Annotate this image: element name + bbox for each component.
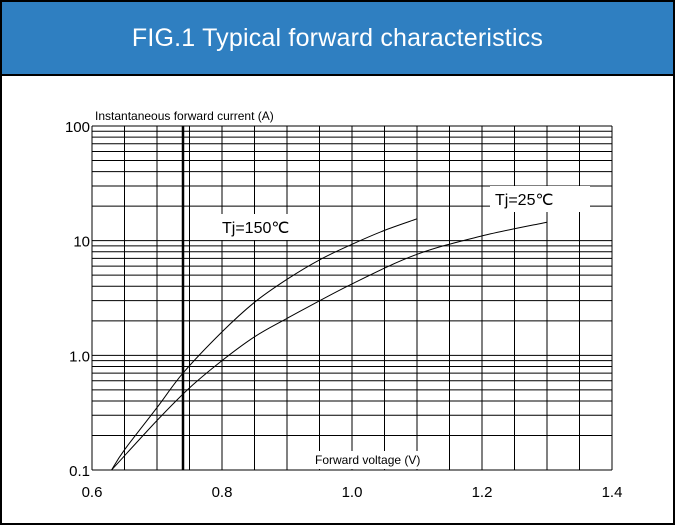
y-axis-label-bg: [93, 108, 276, 124]
y-tick-label: 100: [65, 119, 90, 136]
y-tick-label: 0.1: [69, 463, 90, 480]
y-tick-label: 1.0: [69, 348, 90, 365]
x-tick-label: 1.2: [472, 484, 493, 501]
annotations: Tj=150℃ Tj=25℃: [217, 186, 590, 240]
series-line: [111, 218, 418, 471]
x-axis-label: Forward voltage (V): [315, 453, 420, 467]
chart-labels: Instantaneous forward current (A) Forwar…: [93, 108, 424, 469]
series-annotation: Tj=150℃: [222, 220, 289, 237]
x-tick-label: 0.6: [82, 484, 103, 501]
curves: [111, 218, 548, 471]
x-tick-label: 1.4: [602, 484, 623, 501]
figure-header: FIG.1 Typical forward characteristics: [2, 2, 673, 76]
y-axis-label: Instantaneous forward current (A): [95, 109, 274, 123]
y-tick-label: 10: [73, 234, 90, 251]
series-annotation: Tj=25℃: [495, 192, 553, 209]
x-tick-label: 1.0: [342, 484, 363, 501]
annotation-box: [217, 214, 307, 240]
tick-labels: 0.6 0.8 1.0 1.2 1.4 0.1 1.0 10 100: [65, 119, 622, 501]
annotation-box: [490, 186, 590, 212]
series-line: [111, 221, 548, 471]
x-tick-label: 0.8: [212, 484, 233, 501]
grid: [91, 125, 613, 471]
figure-title: FIG.1 Typical forward characteristics: [131, 23, 544, 52]
x-axis-label-bg: [312, 451, 424, 469]
